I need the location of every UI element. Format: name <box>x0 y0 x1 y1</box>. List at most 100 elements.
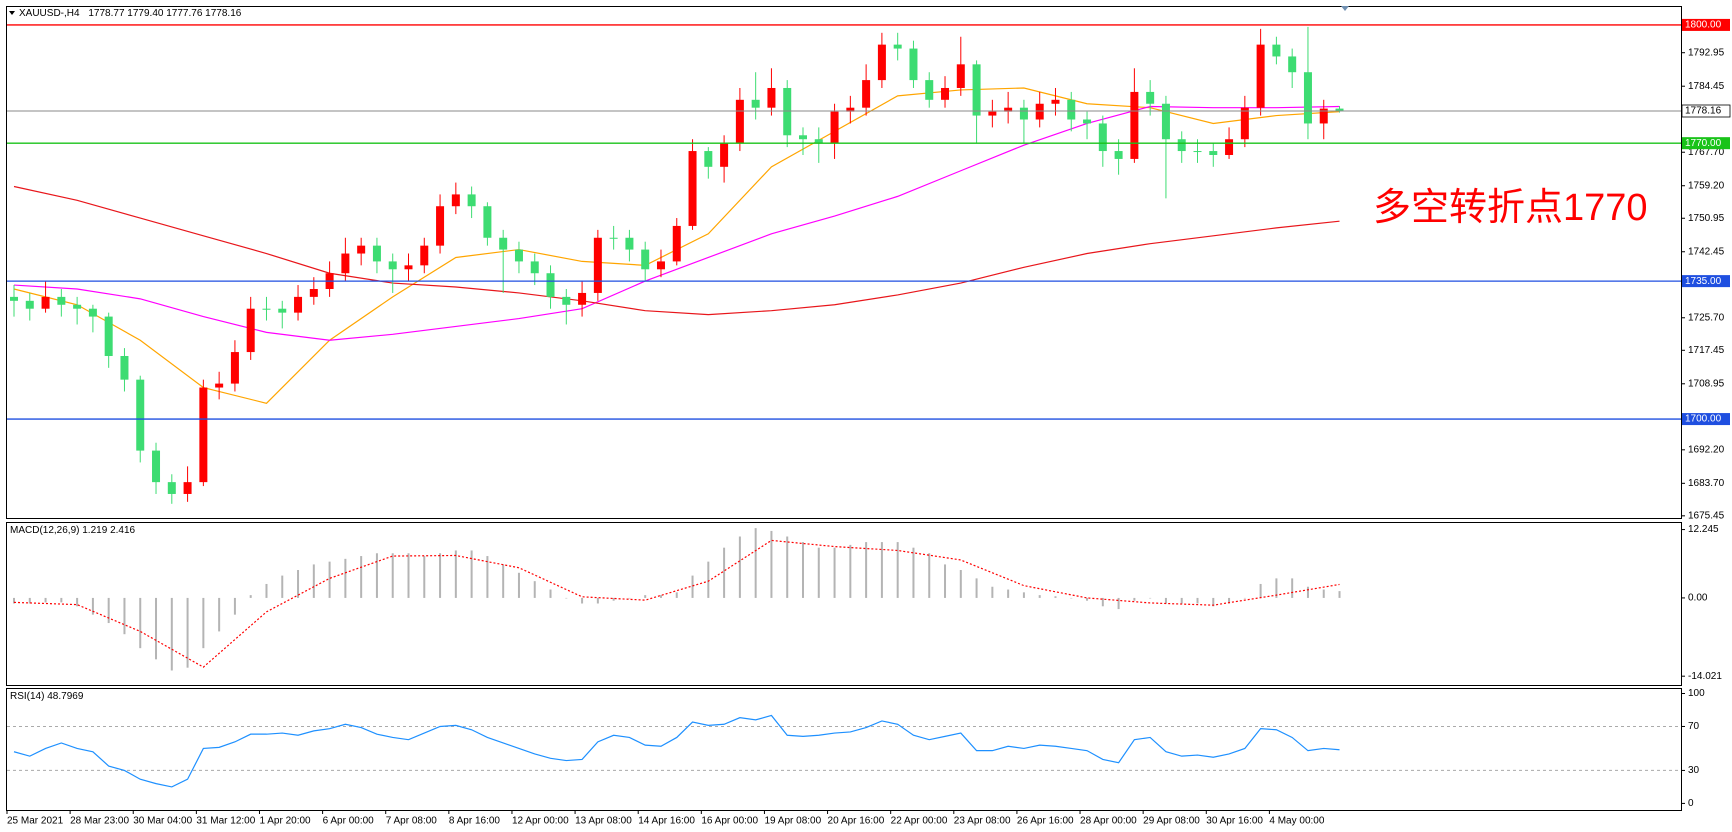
shift-marker <box>1341 6 1349 11</box>
candle-body <box>309 288 318 297</box>
menu-arrow[interactable] <box>9 11 15 15</box>
macd-bar <box>1164 597 1167 604</box>
macd-bar <box>1007 589 1010 598</box>
macd-bar <box>44 597 47 603</box>
y-tick-label: 12.245 <box>1688 524 1719 535</box>
macd-bar <box>60 597 63 603</box>
candle-body <box>1193 151 1202 153</box>
macd-bar <box>865 542 868 598</box>
candle-body <box>372 245 381 262</box>
macd-bar <box>249 595 252 598</box>
macd-bar <box>533 581 536 598</box>
macd-bar <box>517 572 520 598</box>
macd-bar <box>281 575 284 598</box>
candle-body <box>483 206 492 238</box>
macd-bar <box>265 583 268 598</box>
macd-bar <box>991 586 994 598</box>
macd-bar <box>975 578 978 598</box>
macd-bar <box>1101 597 1104 607</box>
candle-body <box>88 308 97 317</box>
macd-bar <box>1196 597 1199 604</box>
macd-bar <box>1212 597 1215 607</box>
x-tick-label: 20 Apr 16:00 <box>828 816 885 827</box>
candle-body <box>10 296 18 301</box>
y-tick-label: 70 <box>1688 721 1700 732</box>
candle-body <box>1146 91 1155 104</box>
macd-bar <box>486 556 489 598</box>
x-tick-label: 30 Mar 04:00 <box>133 816 192 827</box>
y-tick-label: 100 <box>1688 688 1705 699</box>
candle-body <box>73 304 82 309</box>
x-tick-label: 7 Apr 08:00 <box>386 816 438 827</box>
candle-body <box>546 273 555 297</box>
candle-body <box>1083 119 1092 124</box>
candle-body <box>1288 56 1297 73</box>
macd-bar <box>944 564 947 598</box>
macd-bar <box>928 553 931 598</box>
x-tick-label: 16 Apr 00:00 <box>701 816 758 827</box>
current-price-box <box>1681 104 1731 118</box>
macd-bar <box>1338 591 1341 598</box>
y-tick-label: 1767.70 <box>1688 147 1725 158</box>
level-label: 1800.00 <box>1685 20 1722 31</box>
candle-body <box>751 99 760 108</box>
level-label-box <box>1682 18 1730 31</box>
x-tick-label: 30 Apr 16:00 <box>1206 816 1263 827</box>
macd-bar <box>659 595 662 598</box>
candle-body <box>104 316 113 357</box>
macd-bar <box>123 597 126 635</box>
candle-body <box>925 80 934 100</box>
macd-bar <box>139 597 142 649</box>
candle-body <box>1098 123 1107 152</box>
candle-body <box>625 237 634 250</box>
candle-body <box>672 225 681 262</box>
candle-body <box>988 111 997 116</box>
macd-bar <box>849 544 852 598</box>
macd-bar <box>581 597 584 604</box>
macd-bar <box>612 597 615 601</box>
macd-bar <box>76 597 79 607</box>
macd-bar <box>1180 597 1183 604</box>
candle-body <box>1035 103 1044 120</box>
ohlc-high: 1779.40 <box>127 8 164 19</box>
candle-body <box>1051 99 1060 104</box>
candle-body <box>893 44 902 49</box>
candle-body <box>814 139 823 144</box>
candle-body <box>388 261 397 270</box>
macd-bar <box>1275 578 1278 598</box>
candle-body <box>799 135 807 140</box>
candle-body <box>215 383 224 388</box>
candle-body <box>1019 107 1028 120</box>
candle-body <box>956 64 965 88</box>
candle-body <box>530 261 539 274</box>
macd-bar <box>502 564 505 598</box>
macd-bar <box>344 558 347 598</box>
x-tick-label: 25 Mar 2021 <box>7 816 64 827</box>
macd-bar <box>817 547 820 598</box>
candle-body <box>499 237 508 250</box>
candle-body <box>877 44 886 81</box>
macd-bar <box>1038 595 1041 598</box>
macd-bar <box>802 542 804 598</box>
macd-bar <box>1322 589 1325 598</box>
candle-body <box>420 245 429 266</box>
candle-body <box>846 107 855 112</box>
rsi-value: 48.7969 <box>47 691 84 702</box>
level-label-box <box>1682 275 1730 288</box>
y-tick-label: 1708.95 <box>1688 378 1725 389</box>
y-tick-label: 1792.95 <box>1688 47 1725 58</box>
candle-body <box>641 249 650 270</box>
macd-bar <box>1022 592 1025 598</box>
ohlc-low: 1777.76 <box>166 8 203 19</box>
symbol: XAUUSD-,H4 <box>19 8 80 19</box>
candle-body <box>41 296 50 309</box>
macd-value: 1.219 <box>82 525 107 536</box>
x-tick-label: 4 May 00:00 <box>1269 816 1324 827</box>
macd-bar <box>1149 597 1152 599</box>
y-tick-label: 1725.70 <box>1688 312 1725 323</box>
x-tick-label: 12 Apr 00:00 <box>512 816 569 827</box>
macd-bar <box>407 553 410 598</box>
candle-body <box>136 379 145 451</box>
